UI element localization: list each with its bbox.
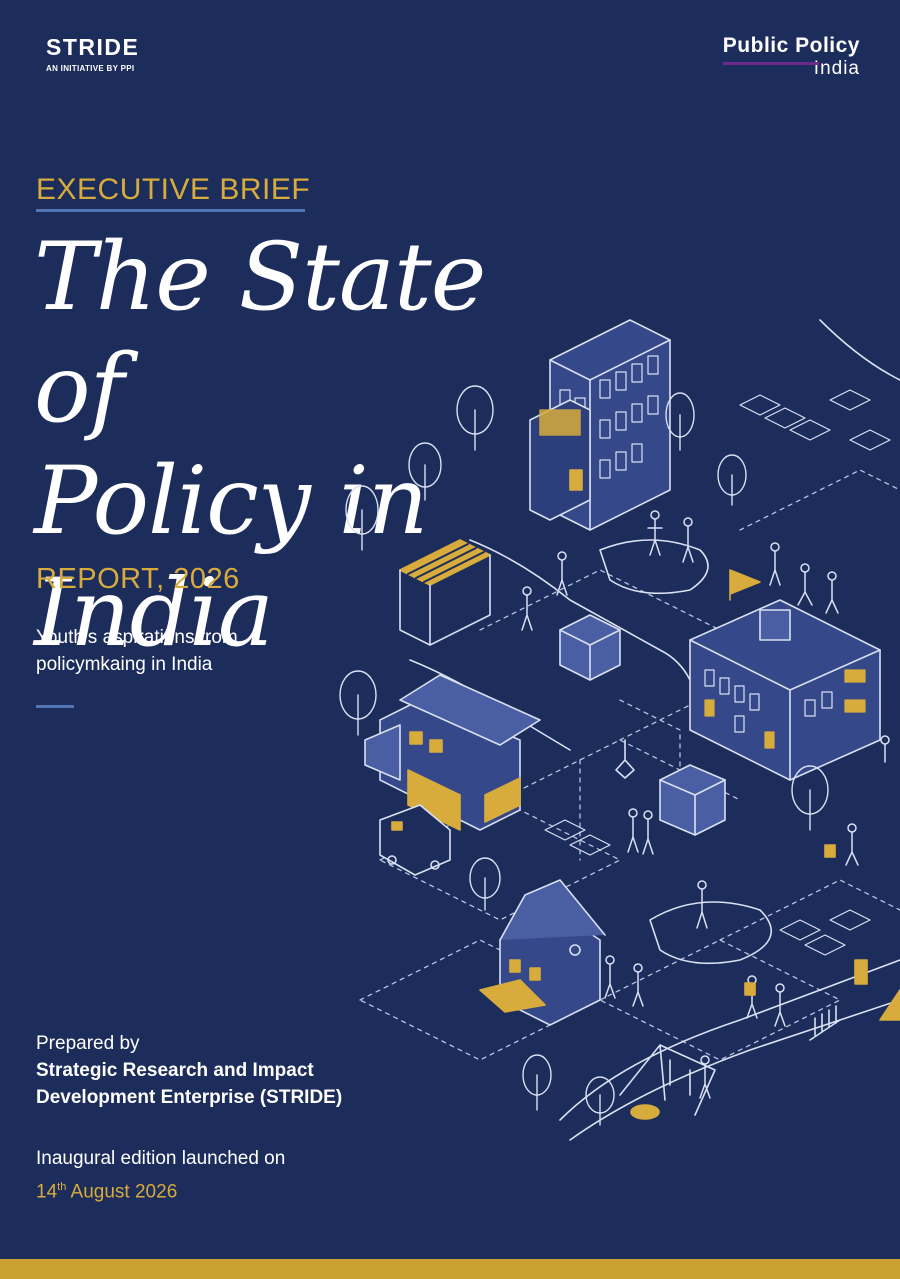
launch-month-year: August 2026 xyxy=(66,1181,178,1203)
title-line-1: The State of xyxy=(34,223,486,444)
launch-date: 14th August 2026 xyxy=(36,1173,285,1206)
house-left xyxy=(364,674,541,831)
launch-day: 14 xyxy=(36,1181,58,1203)
gold-accents xyxy=(630,844,900,1120)
bottom-accent-bar xyxy=(0,1259,900,1279)
stride-logo-tagline: AN INITIATIVE BY PPI xyxy=(46,64,135,73)
utility-box xyxy=(559,614,621,681)
van xyxy=(379,804,451,876)
storage-box xyxy=(659,764,726,836)
title-line-3: India xyxy=(34,559,274,668)
launch-text: Inaugural edition launched on xyxy=(36,1148,286,1169)
stride-logo-wordmark: STRIDE xyxy=(46,34,140,60)
ppi-logo-rule xyxy=(722,62,819,65)
isometric-town-illustration xyxy=(320,300,900,1180)
report-year: REPORT, 2026 xyxy=(36,563,240,595)
trees xyxy=(339,385,829,1126)
ppi-logo-line2: India xyxy=(813,58,860,80)
org-name-line1: Strategic Research and Impact xyxy=(36,1060,314,1081)
kicker-underline xyxy=(36,209,305,212)
subtitle-divider xyxy=(36,705,74,708)
school-building xyxy=(689,569,881,781)
org-name-line2: Development Enterprise (STRIDE) xyxy=(36,1087,343,1108)
document-kicker: EXECUTIVE BRIEF xyxy=(36,173,311,206)
house-bottom xyxy=(479,879,606,1026)
document-subtitle: Youth’s aspirations from policymkaing in… xyxy=(36,627,238,675)
swing-set xyxy=(619,1044,716,1116)
public-policy-india-logo: Public Policy India xyxy=(722,34,860,80)
launch-day-suffix: th xyxy=(57,1181,67,1193)
prepared-by-label: Prepared by xyxy=(36,1033,140,1054)
tile-grids xyxy=(544,389,891,956)
tall-building xyxy=(529,319,671,531)
launch-block: Inaugural edition launched on 14th Augus… xyxy=(36,1144,285,1206)
people xyxy=(521,510,890,1099)
market-stall xyxy=(399,539,491,646)
document-title: The State of Policy in India xyxy=(34,222,594,670)
prepared-by-block: Prepared by Strategic Research and Impac… xyxy=(36,1030,436,1111)
stride-logo: STRIDE AN INITIATIVE BY PPI xyxy=(46,34,140,74)
ppi-logo-line1: Public Policy xyxy=(722,34,860,57)
